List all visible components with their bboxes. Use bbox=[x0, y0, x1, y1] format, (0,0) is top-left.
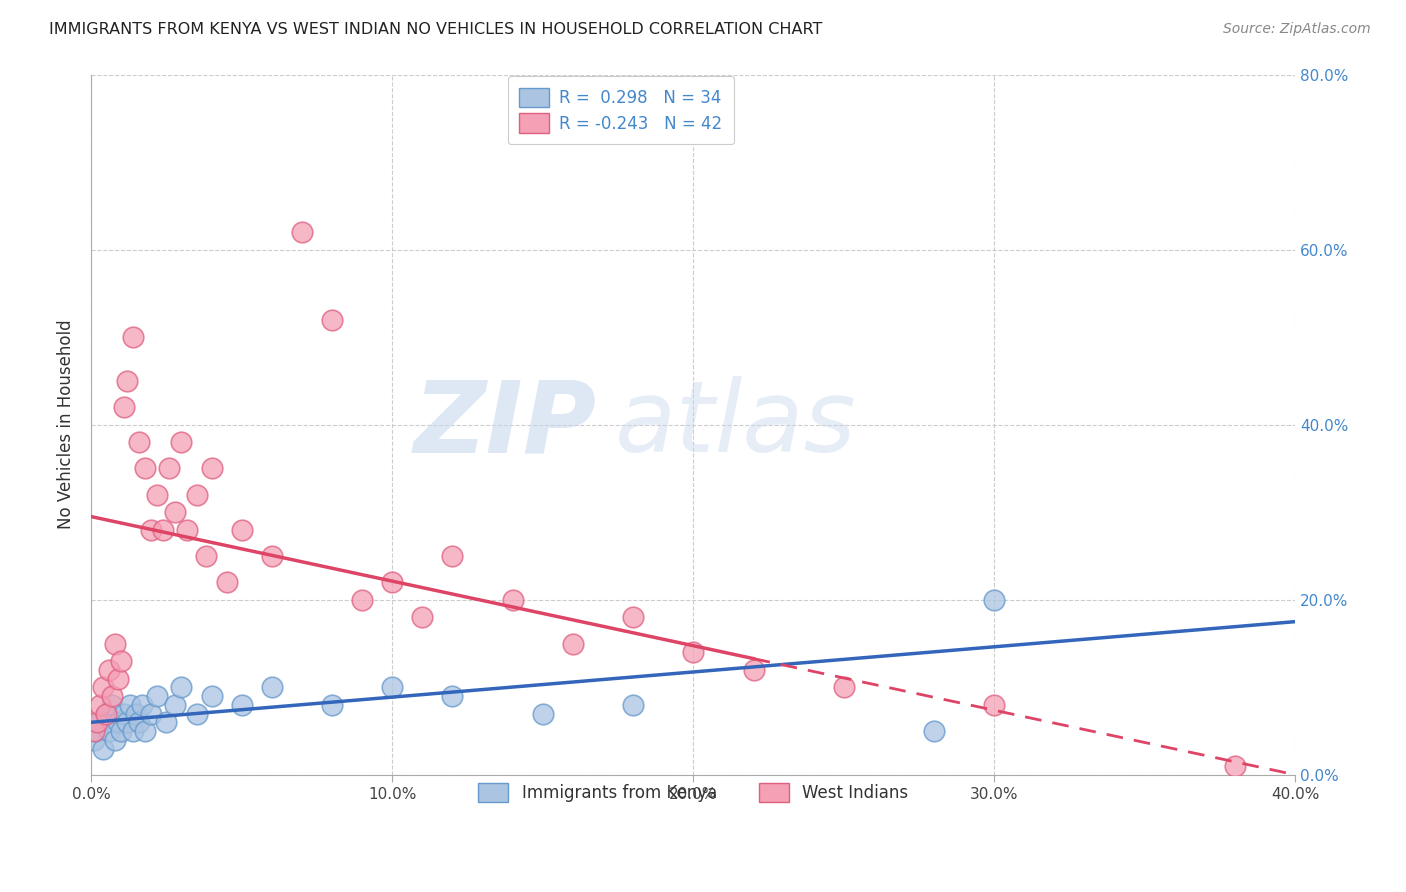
Point bbox=[98, 724, 121, 739]
Point bbox=[352, 592, 374, 607]
Point bbox=[441, 549, 464, 563]
Point bbox=[122, 724, 145, 739]
Point bbox=[98, 663, 121, 677]
Point bbox=[112, 400, 135, 414]
Point bbox=[91, 680, 114, 694]
Point bbox=[231, 523, 253, 537]
Y-axis label: No Vehicles in Household: No Vehicles in Household bbox=[58, 320, 75, 530]
Point bbox=[260, 680, 283, 694]
Point bbox=[215, 575, 238, 590]
Point bbox=[165, 505, 187, 519]
Legend: Immigrants from Kenya, West Indians: Immigrants from Kenya, West Indians bbox=[465, 770, 921, 815]
Point bbox=[117, 715, 139, 730]
Point bbox=[104, 636, 127, 650]
Point bbox=[621, 698, 644, 712]
Point bbox=[141, 523, 163, 537]
Point bbox=[983, 698, 1005, 712]
Point bbox=[381, 680, 404, 694]
Point bbox=[117, 374, 139, 388]
Point bbox=[531, 706, 554, 721]
Point bbox=[83, 724, 105, 739]
Point bbox=[502, 592, 524, 607]
Point bbox=[170, 435, 193, 450]
Point bbox=[125, 706, 148, 721]
Text: Source: ZipAtlas.com: Source: ZipAtlas.com bbox=[1223, 22, 1371, 37]
Point bbox=[200, 461, 222, 475]
Point bbox=[321, 312, 343, 326]
Point bbox=[152, 523, 174, 537]
Point bbox=[83, 732, 105, 747]
Text: IMMIGRANTS FROM KENYA VS WEST INDIAN NO VEHICLES IN HOUSEHOLD CORRELATION CHART: IMMIGRANTS FROM KENYA VS WEST INDIAN NO … bbox=[49, 22, 823, 37]
Point bbox=[141, 706, 163, 721]
Point bbox=[86, 724, 108, 739]
Point bbox=[194, 549, 217, 563]
Point bbox=[260, 549, 283, 563]
Text: atlas: atlas bbox=[614, 376, 856, 473]
Point bbox=[165, 698, 187, 712]
Point bbox=[96, 706, 118, 721]
Point bbox=[101, 689, 124, 703]
Text: ZIP: ZIP bbox=[413, 376, 598, 473]
Point bbox=[91, 741, 114, 756]
Point bbox=[128, 435, 150, 450]
Point bbox=[146, 689, 169, 703]
Point bbox=[128, 715, 150, 730]
Point bbox=[96, 706, 118, 721]
Point bbox=[186, 706, 208, 721]
Point bbox=[411, 610, 433, 624]
Point bbox=[321, 698, 343, 712]
Point bbox=[101, 698, 124, 712]
Point bbox=[107, 672, 129, 686]
Point bbox=[110, 654, 132, 668]
Point bbox=[621, 610, 644, 624]
Point bbox=[922, 724, 945, 739]
Point bbox=[112, 706, 135, 721]
Point bbox=[561, 636, 583, 650]
Point bbox=[89, 698, 111, 712]
Point bbox=[742, 663, 765, 677]
Point bbox=[107, 715, 129, 730]
Point bbox=[110, 724, 132, 739]
Point bbox=[104, 732, 127, 747]
Point bbox=[131, 698, 153, 712]
Point bbox=[291, 225, 314, 239]
Point bbox=[89, 715, 111, 730]
Point bbox=[170, 680, 193, 694]
Point bbox=[134, 461, 156, 475]
Point bbox=[381, 575, 404, 590]
Point bbox=[176, 523, 198, 537]
Point bbox=[159, 461, 181, 475]
Point bbox=[441, 689, 464, 703]
Point bbox=[682, 645, 704, 659]
Point bbox=[155, 715, 177, 730]
Point bbox=[86, 715, 108, 730]
Point bbox=[983, 592, 1005, 607]
Point bbox=[186, 488, 208, 502]
Point bbox=[146, 488, 169, 502]
Point bbox=[200, 689, 222, 703]
Point bbox=[832, 680, 855, 694]
Point bbox=[120, 698, 142, 712]
Point bbox=[231, 698, 253, 712]
Point bbox=[1225, 759, 1247, 773]
Point bbox=[134, 724, 156, 739]
Point bbox=[122, 330, 145, 344]
